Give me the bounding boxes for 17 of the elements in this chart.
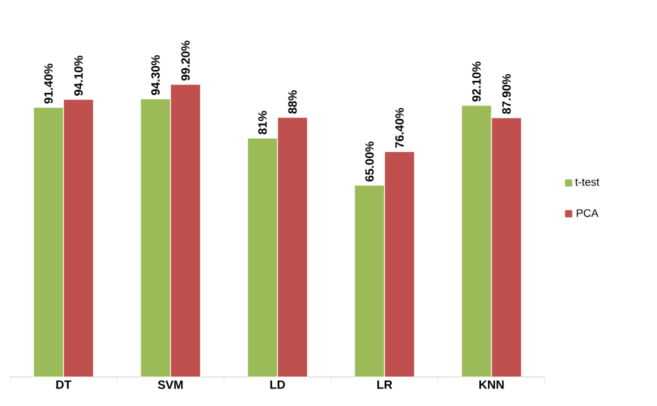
x-tick-label: LD [270,380,285,389]
data-label: 91.40% [44,64,53,104]
data-label: 81% [258,111,267,134]
data-label: 88% [288,90,297,114]
data-label: 99.20% [181,40,190,81]
x-tick-label: LR [377,380,392,389]
data-label: 65.00% [365,142,374,182]
data-label: 94.10% [74,56,83,96]
legend-label: t-test [575,178,600,186]
data-label: 76.40% [395,108,404,148]
legend-label: PCA [576,209,598,217]
x-tick-label: KNN [479,380,504,389]
data-label: 87.90% [502,74,511,114]
data-label: 92.10% [472,62,481,102]
data-label: 94.30% [151,55,160,95]
x-tick-label: DT [56,380,72,389]
x-tick-label: SVM [158,380,183,389]
